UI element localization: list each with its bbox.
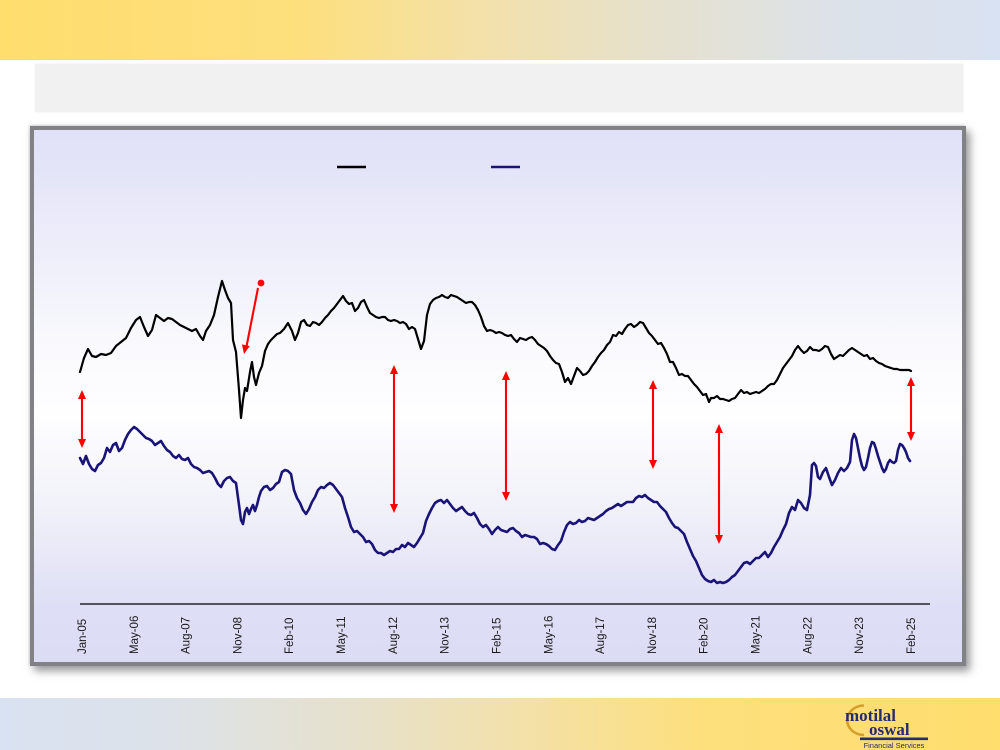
x-axis-label: Feb-20 (699, 618, 711, 654)
gap-arrow-head-bottom (715, 535, 723, 544)
x-axis-label: Aug-22 (802, 617, 814, 654)
logo-gold-swoosh-icon (845, 704, 865, 737)
x-axis-label: May-06 (129, 616, 141, 654)
upper-black-series-line (78, 279, 913, 420)
pointer-arrow-dot (257, 279, 265, 287)
logo-tagline: Financial Services (864, 741, 925, 750)
gap-arrow-head-top (907, 377, 915, 386)
pointer-arrow-shaft (244, 287, 260, 350)
x-axis-label: May-11 (336, 617, 348, 655)
pointer-arrow-head (241, 344, 250, 354)
x-axis-label: May-21 (751, 616, 763, 654)
x-axis-label: Feb-10 (284, 618, 296, 654)
gap-arrow-head-bottom (907, 432, 915, 441)
bottom-gradient-band (0, 698, 1000, 750)
x-axis-label: Aug-07 (181, 617, 193, 654)
lower-navy-series-line (78, 425, 912, 585)
gap-arrow-head-top (78, 390, 86, 399)
x-axis-label: May-16 (543, 616, 555, 654)
logo-word-motilal: motilal (845, 706, 896, 725)
line-chart-canvas: Jan-05 May-06 Aug-07 Nov-08 Feb-10 May-11 Aug-… (77, 165, 930, 655)
gap-arrow-head-bottom (502, 492, 510, 501)
x-axis-label: Nov-08 (232, 617, 244, 654)
slide-title-placeholder (35, 64, 963, 112)
gap-arrow-head-bottom (78, 439, 86, 448)
gap-arrow-head-bottom (390, 504, 398, 513)
gap-arrow-head-bottom (649, 460, 657, 469)
x-axis-label: Feb-25 (906, 618, 918, 654)
gap-arrow-head-top (649, 380, 657, 389)
gap-arrow-head-top (390, 365, 398, 374)
x-axis-label: Aug-12 (388, 617, 400, 654)
gap-arrow-head-top (502, 371, 510, 380)
x-axis-label: Aug-17 (595, 617, 607, 654)
gap-arrow-head-top (715, 424, 723, 433)
x-axis-label: Feb-15 (491, 618, 503, 654)
motilal-oswal-logo: motilal oswal Financial Services (831, 700, 935, 750)
x-axis-label: Jan-05 (77, 619, 89, 654)
top-gradient-band (0, 0, 1000, 60)
chart-panel: Jan-05 May-06 Aug-07 Nov-08 Feb-10 May-11 Aug-… (30, 126, 966, 666)
x-axis-label: Nov-13 (440, 617, 452, 654)
logo-word-oswal: oswal (869, 720, 910, 739)
x-axis-label: Nov-23 (854, 617, 866, 654)
x-axis-label: Nov-18 (647, 617, 659, 654)
